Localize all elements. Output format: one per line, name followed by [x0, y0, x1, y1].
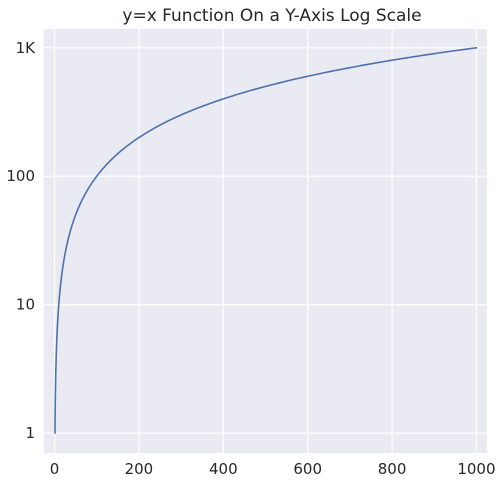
x-tick-label: 600	[293, 460, 322, 478]
y-axis-ticks: 1 10 100 1K	[6, 39, 36, 442]
y-tick-label: 10	[16, 296, 35, 314]
y-tick-label: 1K	[16, 39, 37, 57]
x-tick-label: 400	[209, 460, 238, 478]
x-tick-label: 0	[50, 460, 60, 478]
plot-area	[44, 29, 487, 453]
series-line	[54, 46, 478, 434]
y-tick-label: 100	[6, 167, 35, 185]
x-axis-ticks: 0 200 400 600 800 1000	[50, 460, 496, 478]
y-tick-label: 1	[25, 424, 35, 442]
x-tick-label: 1000	[457, 460, 495, 478]
chart-title: y=x Function On a Y-Axis Log Scale	[122, 6, 421, 26]
x-tick-label: 800	[378, 460, 407, 478]
x-tick-label: 200	[125, 460, 154, 478]
